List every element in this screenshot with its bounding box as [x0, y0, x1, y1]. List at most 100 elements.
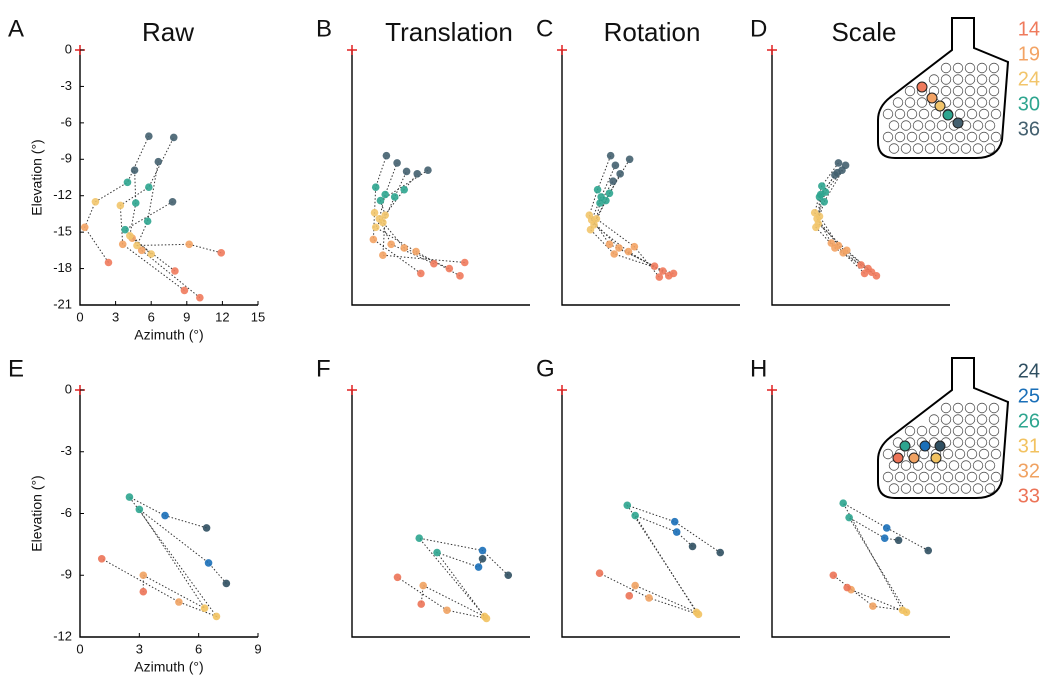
point — [504, 571, 513, 580]
point — [169, 133, 178, 142]
electrode — [964, 62, 976, 74]
legend-label: 24 — [1018, 68, 1040, 90]
y-tick-label: 0 — [65, 381, 72, 396]
trial-trace — [138, 509, 227, 609]
point — [611, 161, 620, 170]
electrode-highlight — [934, 440, 946, 452]
point — [605, 240, 614, 249]
panel-title: Rotation — [604, 17, 701, 47]
electrode — [978, 108, 990, 120]
electrode — [936, 483, 948, 494]
trial-trace — [815, 165, 877, 277]
electrode — [894, 471, 906, 483]
point — [670, 517, 679, 526]
electrode — [952, 85, 964, 97]
point — [610, 250, 619, 258]
point — [716, 548, 725, 557]
point — [902, 608, 911, 617]
panel-letter: E — [8, 355, 24, 382]
panel-letter: C — [536, 15, 553, 42]
point — [625, 592, 634, 600]
electrode — [964, 402, 976, 414]
electrode — [930, 471, 942, 483]
electrode — [940, 425, 952, 437]
electrode — [904, 425, 916, 437]
point — [595, 569, 604, 577]
electrode-highlight — [916, 81, 928, 93]
point — [125, 493, 134, 501]
axes — [351, 50, 530, 306]
electrode — [900, 483, 912, 494]
point — [393, 159, 401, 167]
electrode — [984, 460, 996, 471]
electrode — [990, 448, 1002, 460]
point — [894, 536, 903, 545]
x-tick-label: 15 — [251, 309, 265, 324]
point — [615, 244, 623, 252]
legend-label: 31 — [1018, 435, 1040, 457]
electrode — [912, 143, 924, 154]
electrode — [882, 108, 894, 120]
point — [379, 218, 387, 227]
trial-trace — [832, 501, 929, 611]
electrode — [912, 483, 924, 494]
point — [390, 193, 399, 201]
electrode — [888, 143, 900, 154]
electrode-highlight — [899, 440, 911, 452]
point — [381, 190, 390, 199]
point — [430, 259, 438, 268]
electrode — [984, 483, 996, 494]
point — [180, 286, 189, 295]
electrode — [936, 143, 948, 154]
point — [445, 264, 454, 273]
x-axis-label: Azimuth (°) — [134, 327, 203, 343]
y-tick-label: -15 — [53, 224, 72, 239]
electrode — [972, 143, 984, 154]
point — [123, 178, 132, 187]
origin-marker — [347, 385, 357, 395]
electrode — [978, 131, 990, 143]
trial-trace — [382, 171, 450, 270]
electrode — [952, 425, 964, 437]
point — [625, 155, 634, 164]
origin-marker — [557, 45, 567, 55]
x-tick-label: 6 — [148, 309, 155, 324]
trial-trace — [628, 514, 698, 614]
electrode — [990, 131, 1002, 143]
point — [645, 594, 653, 602]
point — [393, 573, 402, 582]
point — [831, 244, 839, 252]
point — [202, 524, 211, 532]
electrode — [924, 483, 936, 494]
electrode — [882, 448, 894, 460]
x-tick-label: 9 — [183, 309, 190, 324]
point — [839, 499, 847, 508]
electrode — [988, 437, 1000, 448]
electrode-highlight — [934, 100, 946, 112]
electrode-highlight — [926, 92, 938, 104]
y-tick-label: -6 — [60, 114, 72, 129]
electrode — [990, 471, 1002, 483]
axes — [351, 390, 530, 638]
electrode — [954, 448, 966, 460]
point — [882, 524, 891, 532]
electrode — [936, 460, 948, 471]
electrode — [960, 483, 972, 494]
point — [145, 132, 153, 141]
electrode — [928, 414, 940, 425]
point — [415, 534, 424, 542]
electrode — [906, 471, 918, 483]
electrode — [948, 143, 960, 154]
trial-trace — [817, 174, 873, 273]
electrode — [966, 108, 978, 120]
electrode — [964, 437, 976, 448]
y-tick-label: -9 — [60, 567, 72, 582]
legend-label: 32 — [1018, 460, 1040, 482]
trial-trace — [595, 180, 660, 278]
point — [143, 217, 152, 226]
point — [829, 571, 838, 580]
point — [433, 548, 441, 557]
point — [631, 511, 639, 520]
electrode — [888, 120, 900, 131]
